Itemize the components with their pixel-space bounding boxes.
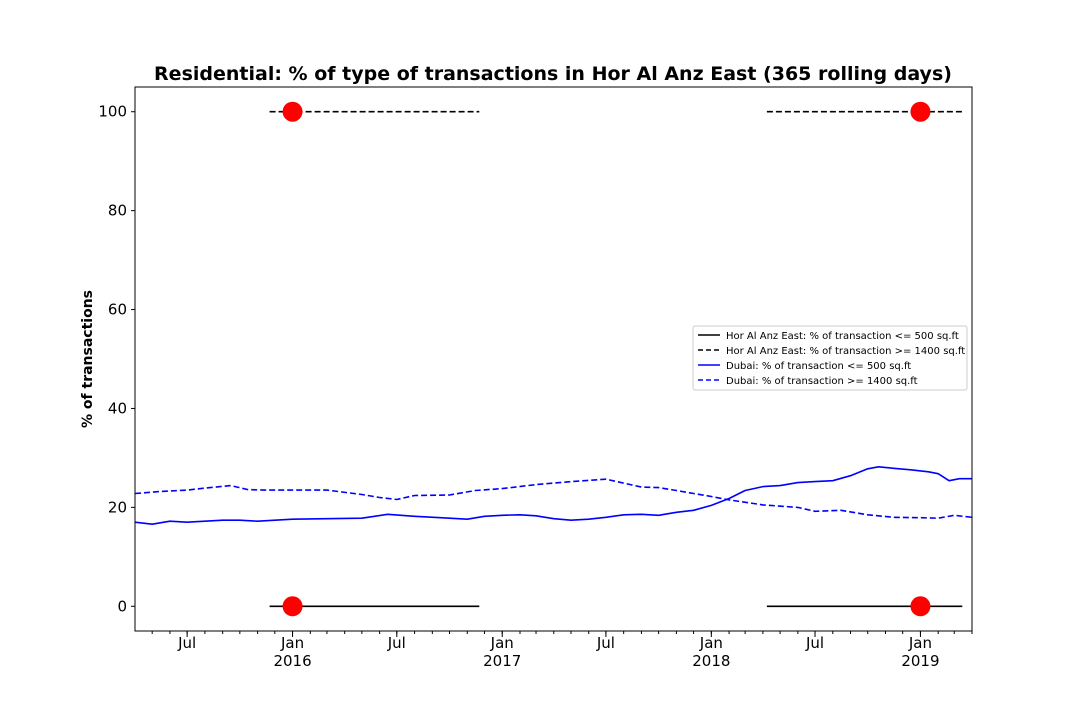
series-line-3-segment-1 [134,465,972,526]
y-tick-label-2: 20 [108,498,127,516]
marker-point-2 [282,596,303,617]
chart-title: Residential: % of type of transactions i… [154,63,952,85]
legend-label-1: Hor Al Anz East: % of transaction <= 500… [726,331,959,342]
y-tick-label-4: 60 [108,301,127,319]
x-tick-label-3: Jul [387,634,406,652]
y-tick-label-6: 100 [98,103,127,121]
legend-label-3: Dubai: % of transaction <= 500 sq.ft [726,361,911,372]
x-tick-year-label-4: 2017 [483,652,521,670]
legend-label-4: Dubai: % of transaction >= 1400 sq.ft [726,376,918,387]
y-tick-label-5: 80 [108,202,127,220]
y-tick-label-1: 0 [117,597,127,615]
plot-area [134,101,973,617]
series-line-4-segment-1 [134,478,973,520]
x-tick-label-4: Jan [490,634,514,652]
x-tick-year-label-2: 2016 [273,652,311,670]
x-tick-label-2: Jan [280,634,304,652]
x-tick-label-8: Jan [908,634,932,652]
marker-point-4 [910,596,931,617]
y-tick-label-3: 40 [108,399,127,417]
legend: Hor Al Anz East: % of transaction <= 500… [692,325,968,391]
x-tick-label-5: Jul [596,634,615,652]
x-tick-label-7: Jul [805,634,824,652]
marker-point-3 [910,101,931,122]
x-tick-label-6: Jan [699,634,723,652]
x-tick-year-label-6: 2018 [692,652,730,670]
legend-box [692,325,968,391]
x-tick-label-1: Jul [177,634,196,652]
x-tick-year-label-8: 2019 [901,652,939,670]
legend-label-2: Hor Al Anz East: % of transaction >= 140… [726,346,965,357]
marker-point-1 [282,101,303,122]
y-axis-label: % of transactions [80,290,96,428]
